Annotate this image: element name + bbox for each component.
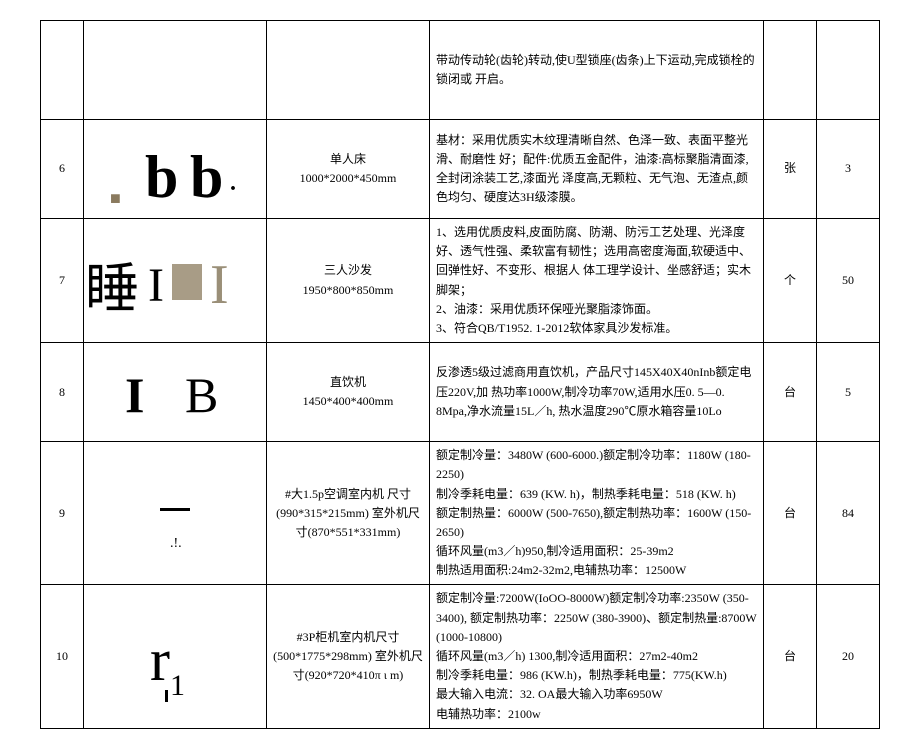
glyph-image: 睡 I I xyxy=(90,236,260,326)
cell-name xyxy=(267,21,430,120)
cell-idx xyxy=(41,21,84,120)
glyph-image: I B xyxy=(90,347,260,437)
cell-desc: 额定制冷量：3480W (600-6000.)额定制冷功率：1180W (180… xyxy=(430,442,764,585)
cell-name: 单人床 1000*2000*450mm xyxy=(267,120,430,219)
glyph-image: ■ b b . xyxy=(90,124,260,214)
cell-unit: 台 xyxy=(764,343,817,442)
cell-desc: 1、选用优质皮料,皮面防腐、防潮、防污工艺处理、光泽度好、透气性强、柔软富有韧性… xyxy=(430,219,764,343)
cell-name: #3P柜机室内机尺寸(500*1775*298mm) 室外机尺寸(920*720… xyxy=(267,585,430,728)
table-row: 带动传动轮(齿轮)转动,使U型锁座(齿条)上下运动,完成锁栓的锁闭或 开启。 xyxy=(41,21,880,120)
cell-unit: 张 xyxy=(764,120,817,219)
cell-desc: 基材：采用优质实木纹理清晰自然、色泽一致、表面平整光滑、耐磨性 好；配件:优质五… xyxy=(430,120,764,219)
cell-img: ■ b b . xyxy=(84,120,267,219)
table-row: 10 r 1 #3P柜机室内机尺寸(500*1775*298mm) 室外机尺寸(… xyxy=(41,585,880,728)
cell-desc: 反渗透5级过滤商用直饮机，产品尺寸145X40X40nInb额定电压220V,加… xyxy=(430,343,764,442)
cell-unit xyxy=(764,21,817,120)
cell-name: 三人沙发 1950*800*850mm xyxy=(267,219,430,343)
cell-img: r 1 xyxy=(84,585,267,728)
table-row: 8 I B 直饮机 1450*400*400mm 反渗透5级过滤商用直饮机，产品… xyxy=(41,343,880,442)
cell-unit: 个 xyxy=(764,219,817,343)
cell-name: 直饮机 1450*400*400mm xyxy=(267,343,430,442)
cell-qty: 50 xyxy=(817,219,880,343)
cell-img: 睡 I I xyxy=(84,219,267,343)
cell-unit: 台 xyxy=(764,585,817,728)
spec-table: 带动传动轮(齿轮)转动,使U型锁座(齿条)上下运动,完成锁栓的锁闭或 开启。 6… xyxy=(40,20,880,729)
cell-idx: 7 xyxy=(41,219,84,343)
cell-qty: 5 xyxy=(817,343,880,442)
cell-idx: 6 xyxy=(41,120,84,219)
glyph-image: .!. xyxy=(90,468,260,558)
cell-qty: 3 xyxy=(817,120,880,219)
table-row: 7 睡 I I 三人沙发 1950*800*850mm 1、选用优质皮料,皮面防… xyxy=(41,219,880,343)
cell-idx: 8 xyxy=(41,343,84,442)
glyph-image: r 1 xyxy=(90,612,260,702)
cell-img xyxy=(84,21,267,120)
cell-qty xyxy=(817,21,880,120)
cell-qty: 84 xyxy=(817,442,880,585)
cell-name: #大1.5p空调室内机 尺寸(990*315*215mm) 室外机尺寸(870*… xyxy=(267,442,430,585)
cell-qty: 20 xyxy=(817,585,880,728)
table-row: 9 .!. #大1.5p空调室内机 尺寸(990*315*215mm) 室外机尺… xyxy=(41,442,880,585)
cell-idx: 10 xyxy=(41,585,84,728)
cell-idx: 9 xyxy=(41,442,84,585)
table-row: 6 ■ b b . 单人床 1000*2000*450mm 基材：采用优质实木纹… xyxy=(41,120,880,219)
cell-img: .!. xyxy=(84,442,267,585)
cell-desc: 带动传动轮(齿轮)转动,使U型锁座(齿条)上下运动,完成锁栓的锁闭或 开启。 xyxy=(430,21,764,120)
cell-unit: 台 xyxy=(764,442,817,585)
cell-img: I B xyxy=(84,343,267,442)
cell-desc: 额定制冷量:7200W(IoOO-8000W)额定制冷功率:2350W (350… xyxy=(430,585,764,728)
